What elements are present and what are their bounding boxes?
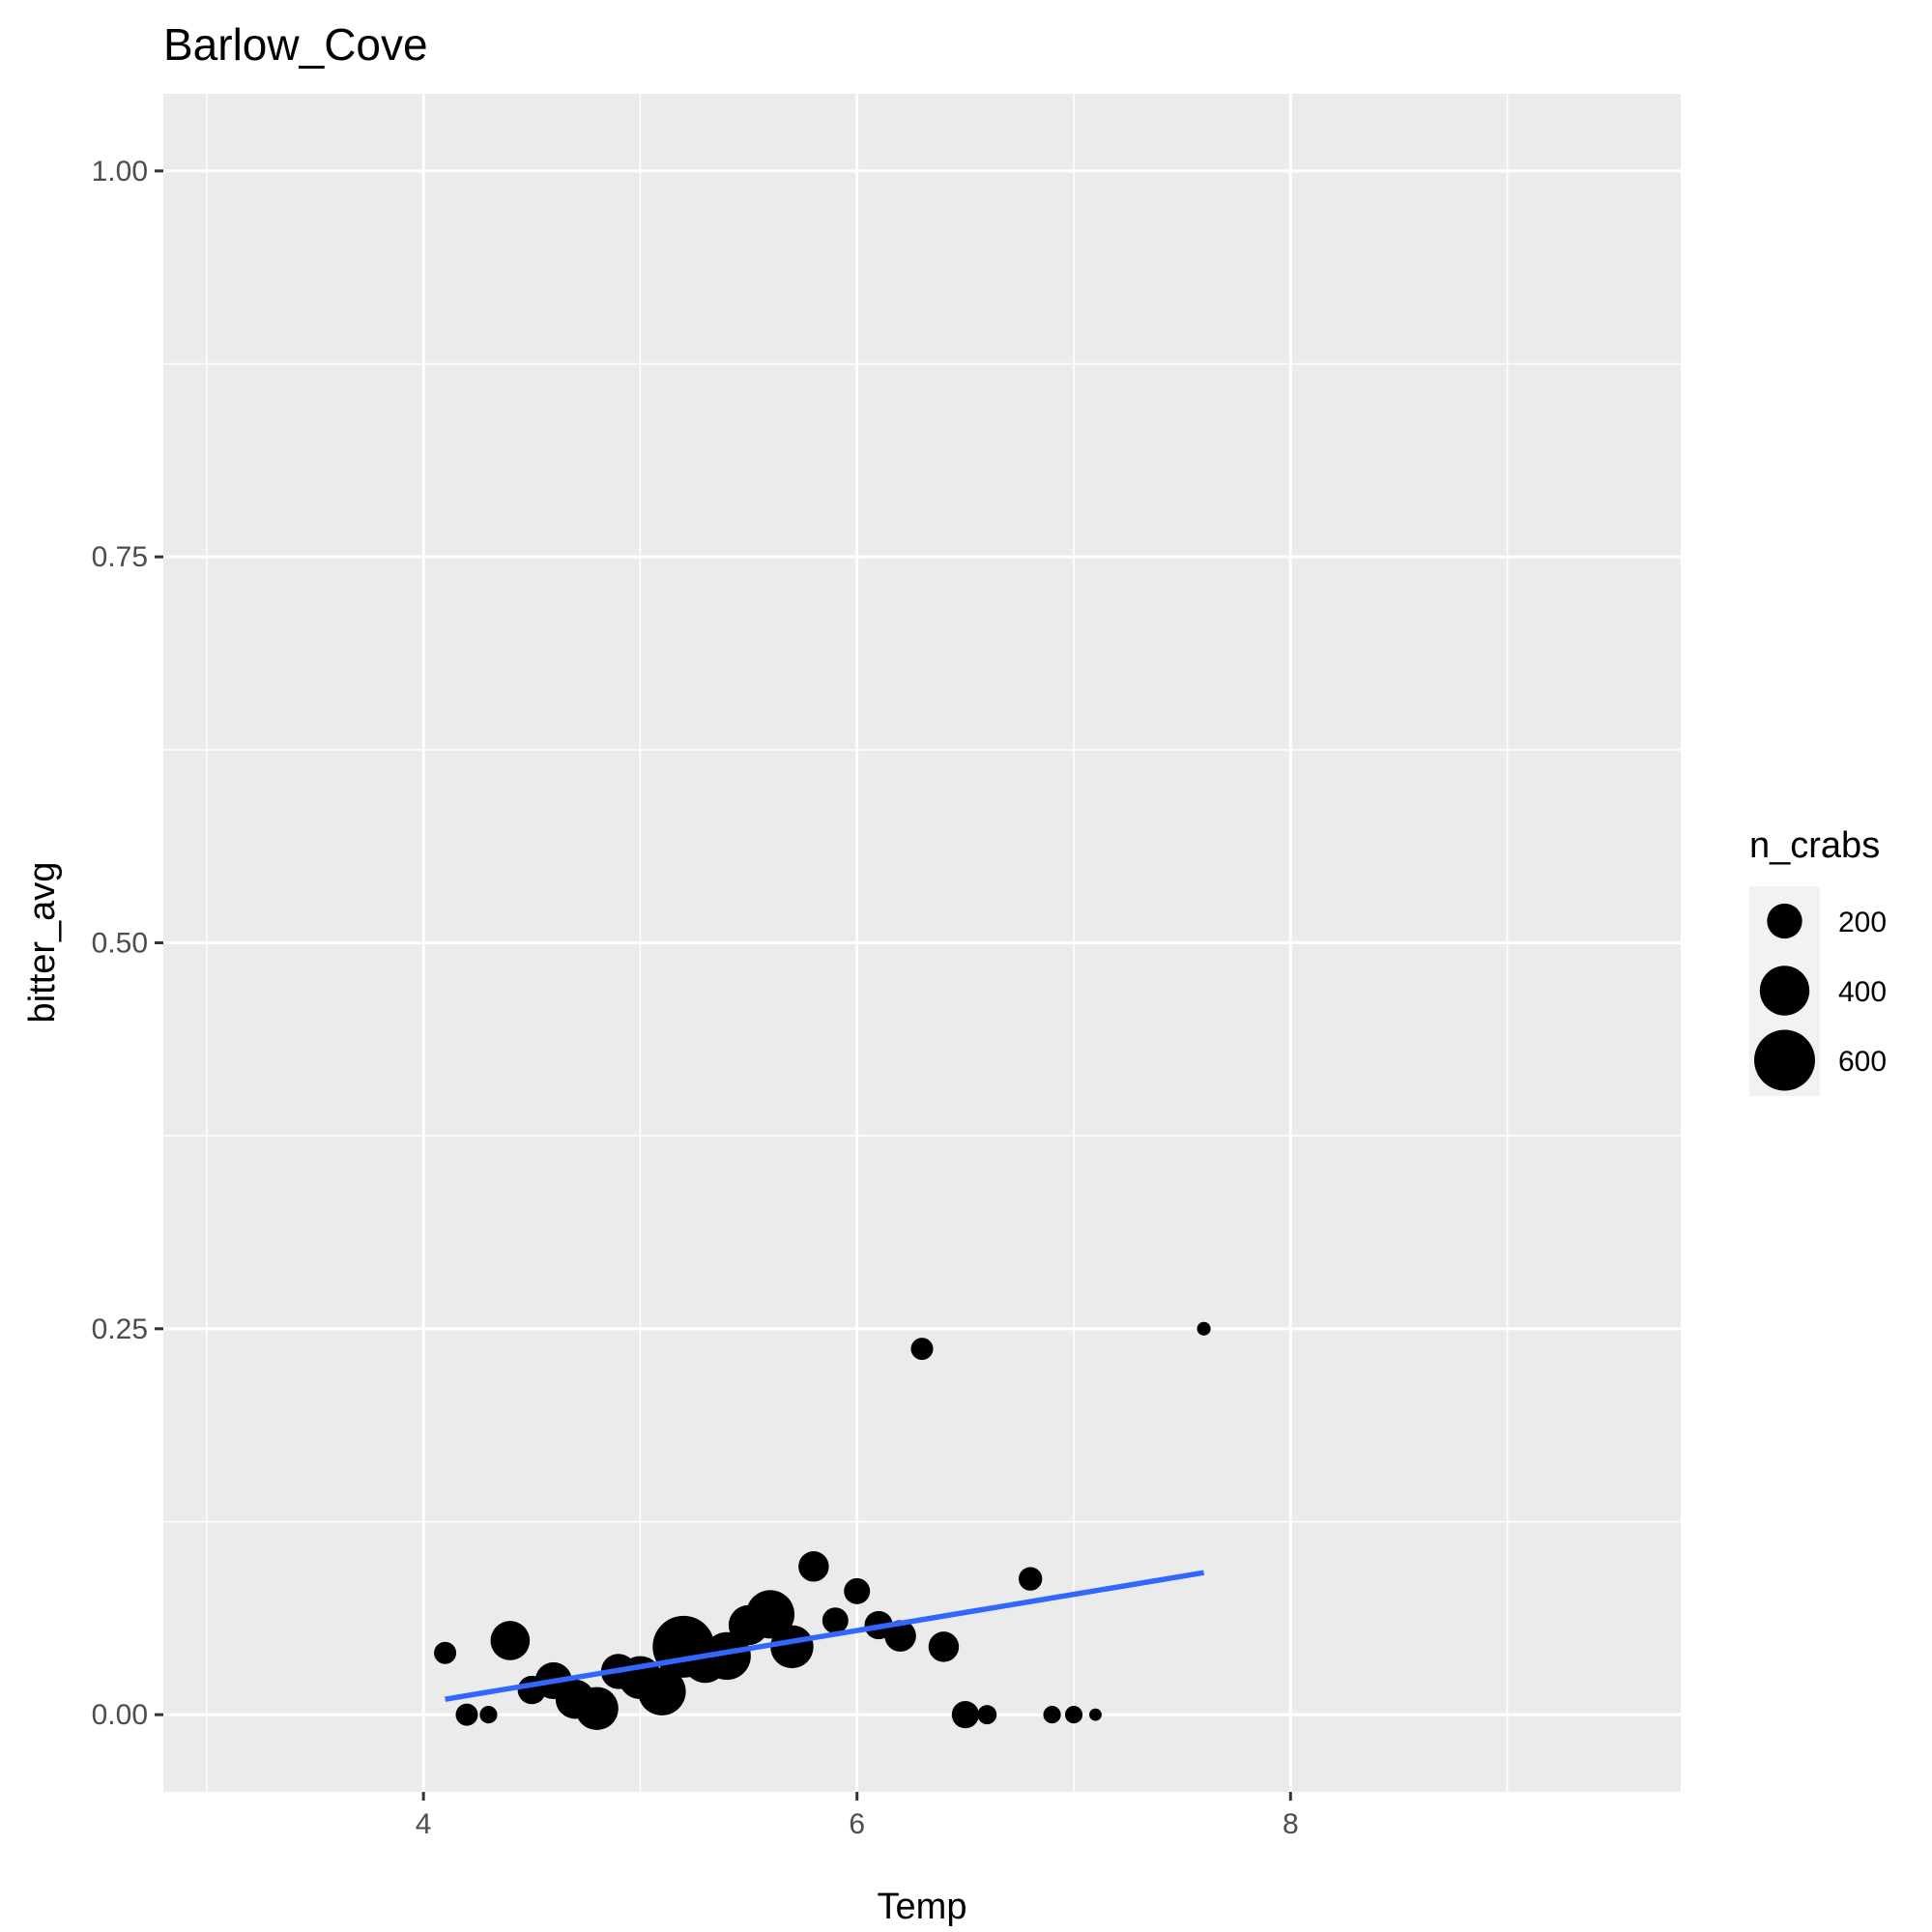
x-axis: 4 6 8 bbox=[416, 1792, 1299, 1840]
data-point bbox=[490, 1621, 531, 1660]
y-tick-label: 0.75 bbox=[92, 541, 148, 573]
legend-title: n_crabs bbox=[1749, 825, 1880, 866]
data-points bbox=[434, 1321, 1211, 1731]
data-point bbox=[822, 1607, 849, 1634]
data-point bbox=[910, 1338, 934, 1361]
data-point bbox=[798, 1551, 829, 1582]
data-point bbox=[479, 1706, 498, 1724]
data-point bbox=[434, 1641, 457, 1664]
y-axis: 0.00 0.25 0.50 0.75 1.00 bbox=[92, 156, 163, 1731]
data-point bbox=[770, 1625, 814, 1669]
data-point bbox=[1197, 1321, 1211, 1336]
data-point bbox=[745, 1590, 795, 1639]
legend-label: 200 bbox=[1838, 907, 1887, 938]
trend-line-layer bbox=[445, 1570, 1205, 1702]
y-tick-label: 0.00 bbox=[92, 1699, 148, 1731]
data-point bbox=[1018, 1567, 1043, 1591]
data-point bbox=[575, 1687, 619, 1731]
y-axis-title: bitter_avg bbox=[22, 862, 63, 1024]
data-point bbox=[951, 1701, 979, 1729]
legend-key-symbol bbox=[1759, 966, 1810, 1016]
legend: n_crabs 200 400 600 bbox=[1749, 825, 1887, 1096]
legend-key-symbol bbox=[1754, 1029, 1815, 1091]
data-point bbox=[638, 1667, 686, 1716]
data-point bbox=[1064, 1706, 1083, 1724]
x-tick-label: 4 bbox=[416, 1808, 432, 1840]
data-point bbox=[1043, 1706, 1061, 1724]
data-point bbox=[703, 1631, 751, 1681]
data-point bbox=[455, 1703, 478, 1726]
trend-line bbox=[445, 1570, 1205, 1702]
y-tick-label: 0.25 bbox=[92, 1313, 148, 1345]
legend-label: 400 bbox=[1838, 976, 1887, 1008]
x-tick-label: 8 bbox=[1283, 1808, 1299, 1840]
x-axis-title: Temp bbox=[878, 1887, 967, 1927]
data-point bbox=[884, 1620, 916, 1652]
data-point bbox=[977, 1705, 997, 1725]
data-point bbox=[1089, 1708, 1102, 1721]
chart-title: Barlow_Cove bbox=[163, 19, 428, 70]
x-tick-label: 6 bbox=[849, 1808, 865, 1840]
y-tick-label: 1.00 bbox=[92, 156, 148, 187]
legend-key-symbol bbox=[1767, 903, 1802, 939]
data-point bbox=[928, 1631, 960, 1662]
y-tick-label: 0.50 bbox=[92, 928, 148, 960]
major-gridlines bbox=[163, 94, 1681, 1792]
legend-keys: 200 400 600 bbox=[1754, 903, 1887, 1091]
data-point bbox=[844, 1577, 871, 1604]
legend-label: 600 bbox=[1838, 1046, 1887, 1078]
